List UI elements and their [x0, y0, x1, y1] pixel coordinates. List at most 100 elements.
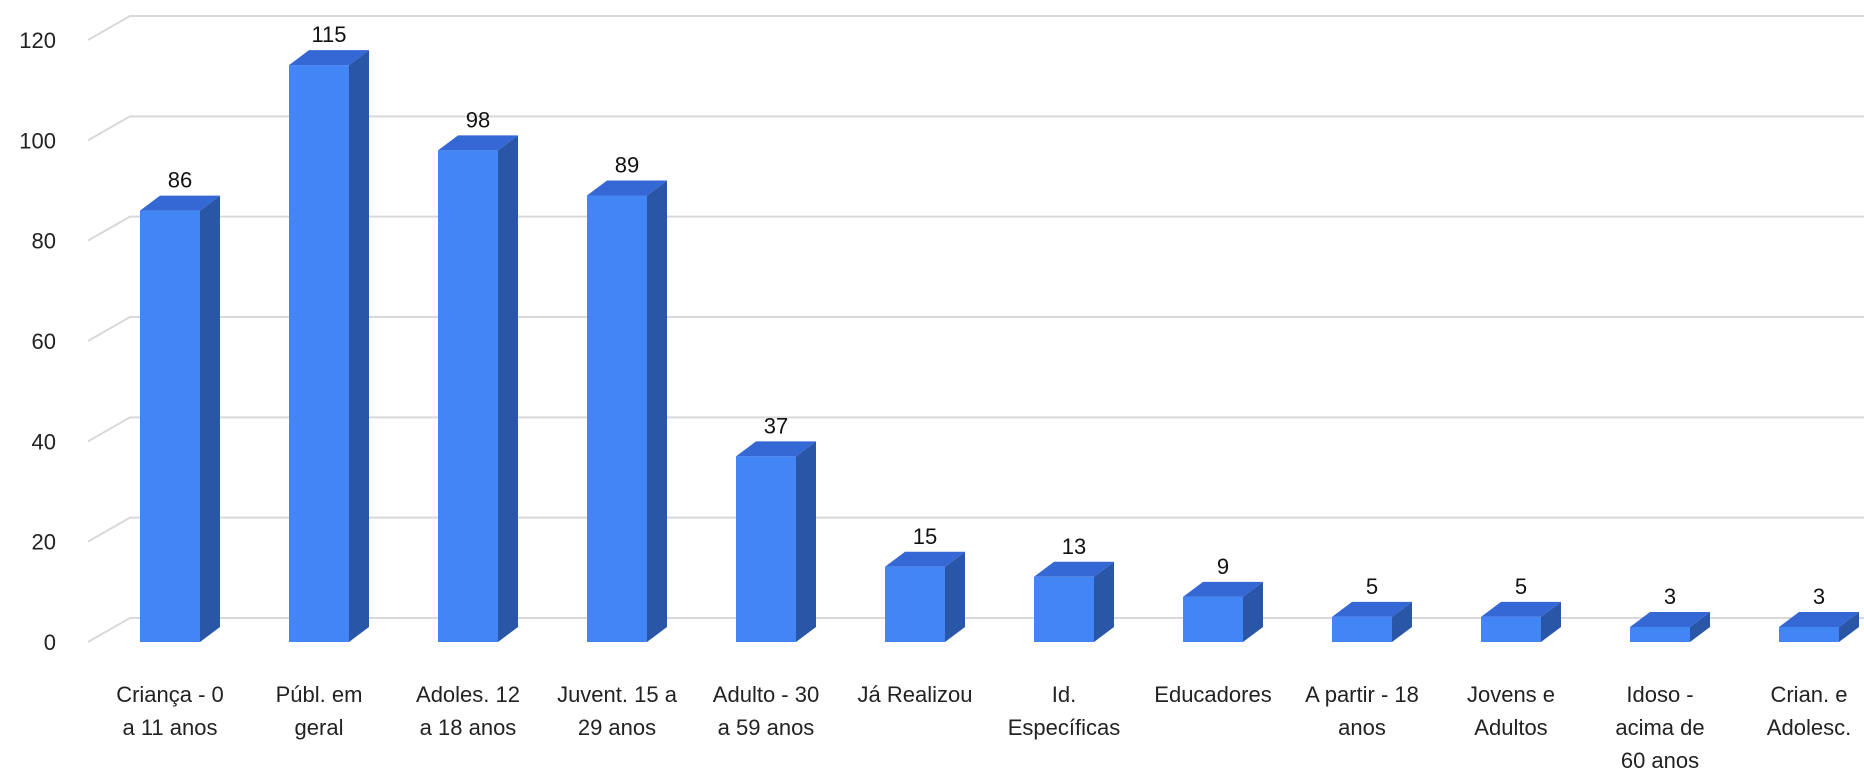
gridline — [87, 115, 1864, 142]
category-label: Jovens e Adultos — [1467, 682, 1555, 740]
data-label: 37 — [764, 413, 788, 438]
category-label-line: Juvent. 15 a — [557, 682, 678, 707]
bar-top-face — [736, 441, 816, 457]
gridline — [87, 617, 1864, 643]
data-label: 13 — [1062, 534, 1086, 559]
bar-side-face — [1541, 601, 1561, 642]
category-label-line: a 18 anos — [420, 715, 517, 740]
bar-side-face — [647, 180, 667, 642]
category-label-line: a 11 anos — [122, 715, 217, 740]
y-tick-label: 40 — [32, 429, 56, 454]
data-label: 5 — [1515, 574, 1527, 599]
bar-top-face — [1779, 611, 1859, 627]
bar — [1779, 611, 1859, 642]
category-label-line: A partir - 18 — [1305, 682, 1419, 707]
category-label: Já Realizou — [858, 682, 973, 707]
gridline — [87, 316, 1864, 342]
category-label-line: Já Realizou — [858, 682, 973, 707]
category-label-line: Específicas — [1008, 715, 1121, 740]
category-label-line: Adolesc. — [1767, 715, 1851, 740]
bar-top-face — [587, 180, 667, 196]
category-label: Adoles. 12 a 18 anos — [416, 682, 520, 740]
category-label: Adulto - 30 a 59 anos — [713, 682, 819, 740]
bar-front-face — [1183, 596, 1243, 642]
gridline — [87, 15, 1864, 41]
data-label: 5 — [1366, 574, 1378, 599]
bar-side-face — [796, 441, 816, 642]
bar-front-face — [587, 195, 647, 642]
gridline — [87, 215, 1864, 242]
category-label-line: Adultos — [1474, 715, 1547, 740]
bar-top-face — [1183, 581, 1263, 597]
bar-front-face — [885, 566, 945, 642]
category-label-line: Públ. em — [276, 682, 363, 707]
bar-side-face — [1839, 611, 1859, 642]
category-label-line: 60 anos — [1621, 748, 1699, 773]
category-label-line: 29 anos — [578, 715, 656, 740]
bar-side-face — [349, 50, 369, 643]
bar — [1034, 561, 1114, 642]
data-label: 9 — [1217, 554, 1229, 579]
gridline — [87, 516, 1864, 543]
y-tick-label: 60 — [32, 329, 56, 354]
bar-top-face — [438, 135, 518, 151]
category-label: Juvent. 15 a 29 anos — [557, 682, 678, 740]
data-label: 15 — [913, 524, 937, 549]
bar-front-face — [1630, 626, 1690, 642]
category-label-line: Crian. e — [1770, 682, 1847, 707]
bar-side-face — [498, 135, 518, 642]
y-tick-label: 100 — [19, 128, 56, 153]
bars — [140, 50, 1859, 643]
data-label: 98 — [466, 107, 490, 132]
bar-side-face — [1243, 581, 1263, 642]
gridline — [87, 416, 1864, 443]
category-label-line: anos — [1338, 715, 1386, 740]
category-label: Crian. e Adolesc. — [1767, 682, 1851, 740]
y-tick-label: 120 — [19, 28, 56, 53]
y-tick-label: 20 — [32, 530, 56, 555]
bar-front-face — [140, 210, 200, 643]
data-labels: 86 115 98 89 37 15 13 9 5 5 3 3 — [168, 22, 1825, 609]
x-axis-category-labels: Criança - 0 a 11 anos Públ. em geral Adoles.… — [116, 682, 1851, 773]
y-tick-label: 0 — [44, 630, 56, 655]
bar-side-face — [1094, 561, 1114, 642]
bar-front-face — [1332, 616, 1392, 642]
category-label-line: Idoso - — [1626, 682, 1693, 707]
category-label-line: acima de — [1615, 715, 1704, 740]
bar-top-face — [289, 50, 369, 66]
bar-front-face — [1779, 626, 1839, 642]
bar — [1332, 601, 1412, 642]
gridlines — [87, 15, 1864, 643]
bar — [140, 195, 220, 643]
y-axis-tick-labels: 0 20 40 60 80 100 120 — [19, 28, 56, 655]
bar-front-face — [736, 456, 796, 642]
category-label-line: Adoles. 12 — [416, 682, 520, 707]
data-label: 86 — [168, 168, 192, 193]
category-label-line: Adulto - 30 — [713, 682, 819, 707]
category-label: Id. Específicas — [1008, 682, 1121, 740]
bar-front-face — [289, 65, 349, 643]
bar — [1630, 611, 1710, 642]
category-label-line: Jovens e — [1467, 682, 1555, 707]
bar — [736, 441, 816, 642]
bar — [289, 50, 369, 643]
bar-top-face — [1481, 601, 1561, 617]
category-label-line: Criança - 0 — [116, 682, 224, 707]
bar-top-face — [885, 551, 965, 567]
category-label-line: a 59 anos — [718, 715, 815, 740]
bar-front-face — [1481, 616, 1541, 642]
category-label: Públ. em geral — [276, 682, 363, 740]
bar-top-face — [1630, 611, 1710, 627]
category-label: A partir - 18 anos — [1305, 682, 1419, 740]
bar-side-face — [945, 551, 965, 642]
bar — [587, 180, 667, 642]
bar-top-face — [140, 195, 220, 211]
bar-top-face — [1034, 561, 1114, 577]
y-tick-label: 80 — [32, 229, 56, 254]
category-label-line: Id. — [1052, 682, 1076, 707]
category-label-line: Educadores — [1154, 682, 1271, 707]
bar — [1183, 581, 1263, 642]
bar-top-face — [1332, 601, 1412, 617]
bar — [438, 135, 518, 642]
